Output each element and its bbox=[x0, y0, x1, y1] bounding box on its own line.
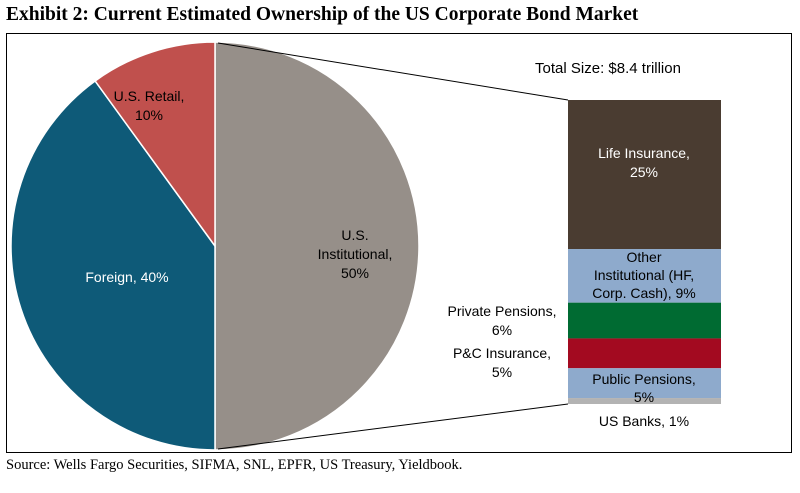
bar-segment-p-c-insurance-5 bbox=[568, 338, 721, 369]
connector-top bbox=[217, 42, 569, 101]
institutional-breakdown-bar bbox=[568, 100, 721, 404]
bar-label-other-institutional-hf-corp-cash-9: Other Institutional (HF, Corp. Cash), 9% bbox=[592, 249, 695, 301]
pie-slice-u-s-retail-10 bbox=[94, 41, 216, 249]
bar-label-p-c-insurance-5: P&C Insurance, 5% bbox=[453, 345, 551, 380]
pie-slice-u-s-institutional-50 bbox=[214, 41, 420, 451]
pie-slice-foreign-40 bbox=[10, 79, 216, 451]
bar-segment-public-pensions-5 bbox=[568, 368, 721, 399]
bar-segment-us-banks-1 bbox=[568, 398, 721, 404]
chart-labels: U.S. Institutional, 50% Foreign, 40% U.S. Re… bbox=[85, 88, 695, 429]
ownership-pie bbox=[10, 41, 420, 451]
connector-lines bbox=[217, 42, 569, 450]
pie-label-foreign-40: Foreign, 40% bbox=[85, 269, 168, 285]
pie-label-u-s-retail-10: U.S. Retail, 10% bbox=[114, 88, 185, 123]
bar-segment-other-institutional-hf-corp-cash-9 bbox=[568, 249, 721, 303]
total-size-annotation: Total Size: $8.4 trillion bbox=[535, 60, 681, 77]
pie-label-u-s-institutional-50: U.S. Institutional, 50% bbox=[318, 227, 393, 281]
bar-label-life-insurance-25: Life Insurance, 25% bbox=[598, 145, 690, 180]
bar-label-us-banks-1: US Banks, 1% bbox=[599, 413, 689, 429]
connector-bottom bbox=[217, 403, 569, 450]
bar-label-public-pensions-5: Public Pensions, 5% bbox=[592, 371, 696, 405]
chart-title: Exhibit 2: Current Estimated Ownership o… bbox=[6, 4, 639, 25]
bar-label-private-pensions-6: Private Pensions, 6% bbox=[448, 303, 557, 338]
bar-segment-private-pensions-6 bbox=[568, 302, 721, 339]
bar-segment-life-insurance-25 bbox=[568, 100, 721, 250]
chart-frame bbox=[6, 33, 792, 453]
source-note: Source: Wells Fargo Securities, SIFMA, S… bbox=[6, 457, 463, 473]
